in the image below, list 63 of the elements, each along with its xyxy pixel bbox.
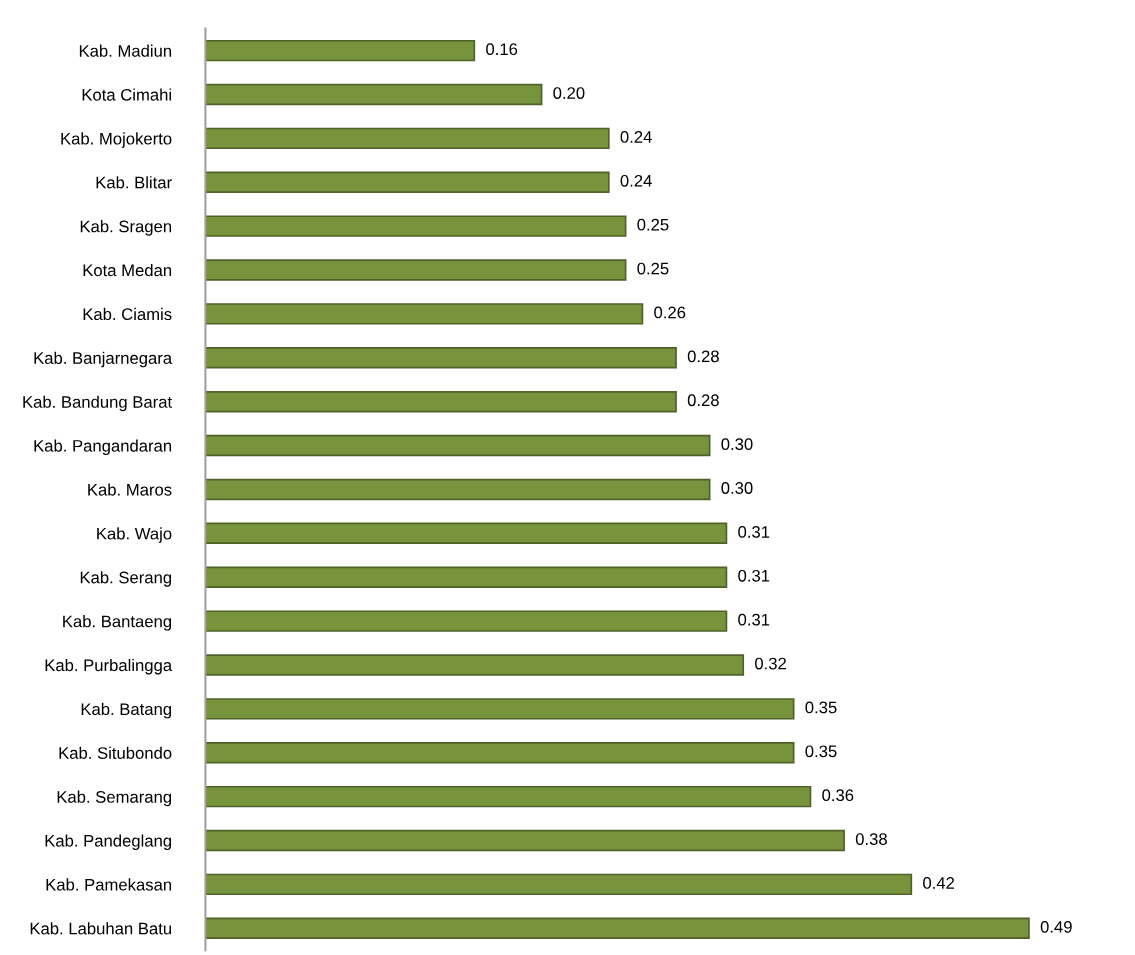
data-label: 0.16 [486, 43, 518, 56]
y-tick-label: Kab. Semarang [57, 790, 172, 807]
y-tick-label: Kab. Madiun [79, 44, 172, 57]
data-label: 0.24 [620, 131, 652, 143]
y-tick-label: Kab. Serang [80, 571, 172, 587]
y-tick-label: Kab. Maros [88, 483, 172, 496]
data-label: 0.38 [855, 833, 887, 845]
bar [205, 390, 677, 413]
bar [205, 785, 812, 808]
data-label: 0.31 [738, 613, 770, 626]
data-label: 0.35 [805, 745, 837, 758]
y-tick-label: Kab. Pamekasan [46, 878, 172, 891]
y-tick-label: Kab. Pangandaran [34, 439, 172, 456]
bar [205, 873, 913, 896]
bar [205, 303, 644, 325]
bar [205, 742, 795, 764]
bar [205, 434, 711, 457]
bar [205, 698, 795, 720]
data-label: 0.35 [805, 701, 837, 714]
bar [205, 566, 728, 588]
y-tick-label: Kab. Sragen [80, 220, 172, 236]
data-label: 0.31 [738, 525, 770, 538]
y-tick-label: Kab. Pandeglang [45, 834, 172, 851]
y-tick-label: Kab. Bandung Barat [23, 395, 172, 412]
data-label: 0.24 [620, 174, 652, 187]
data-label: 0.25 [637, 262, 669, 275]
bar [205, 522, 728, 545]
bar [205, 829, 845, 852]
data-label: 0.36 [822, 789, 854, 802]
bar [205, 259, 627, 281]
data-label: 0.26 [654, 306, 686, 319]
y-tick-label: Kab. Batang [81, 702, 172, 719]
data-label: 0.30 [721, 438, 753, 451]
data-label: 0.25 [637, 218, 669, 231]
bar [205, 215, 627, 237]
bar [205, 171, 610, 193]
y-tick-label: Kab. Purbalingga [45, 658, 173, 675]
data-label: 0.49 [1040, 920, 1072, 933]
bar [205, 478, 711, 501]
y-tick-label: Kota Medan [83, 263, 172, 277]
y-tick-label: Kab. Banjarnegara [34, 351, 173, 368]
data-label: 0.28 [687, 394, 719, 407]
bar [205, 39, 476, 62]
y-tick-label: Kab. Ciamis [83, 307, 172, 321]
data-label: 0.32 [755, 657, 786, 670]
data-label: 0.30 [721, 482, 753, 494]
y-tick-label: Kab. Bantaeng [63, 615, 172, 631]
bar [205, 610, 728, 632]
y-tick-label: Kab. Blitar [96, 176, 172, 189]
bar [205, 127, 610, 150]
bar [205, 347, 677, 369]
bar [205, 917, 1030, 939]
y-tick-label: Kab. Mojokerto [61, 132, 172, 148]
y-tick-label: Kab. Wajo [97, 527, 172, 543]
data-label: 0.28 [687, 350, 719, 363]
y-tick-label: Kota Cimahi [82, 88, 171, 101]
data-label: 0.42 [923, 877, 955, 889]
bar [205, 83, 543, 106]
y-tick-label: Kab. Labuhan Batu [30, 922, 171, 935]
bar [205, 654, 745, 676]
data-label: 0.20 [553, 87, 585, 99]
y-tick-label: Kab. Situbondo [59, 746, 172, 759]
data-label: 0.31 [738, 569, 770, 582]
